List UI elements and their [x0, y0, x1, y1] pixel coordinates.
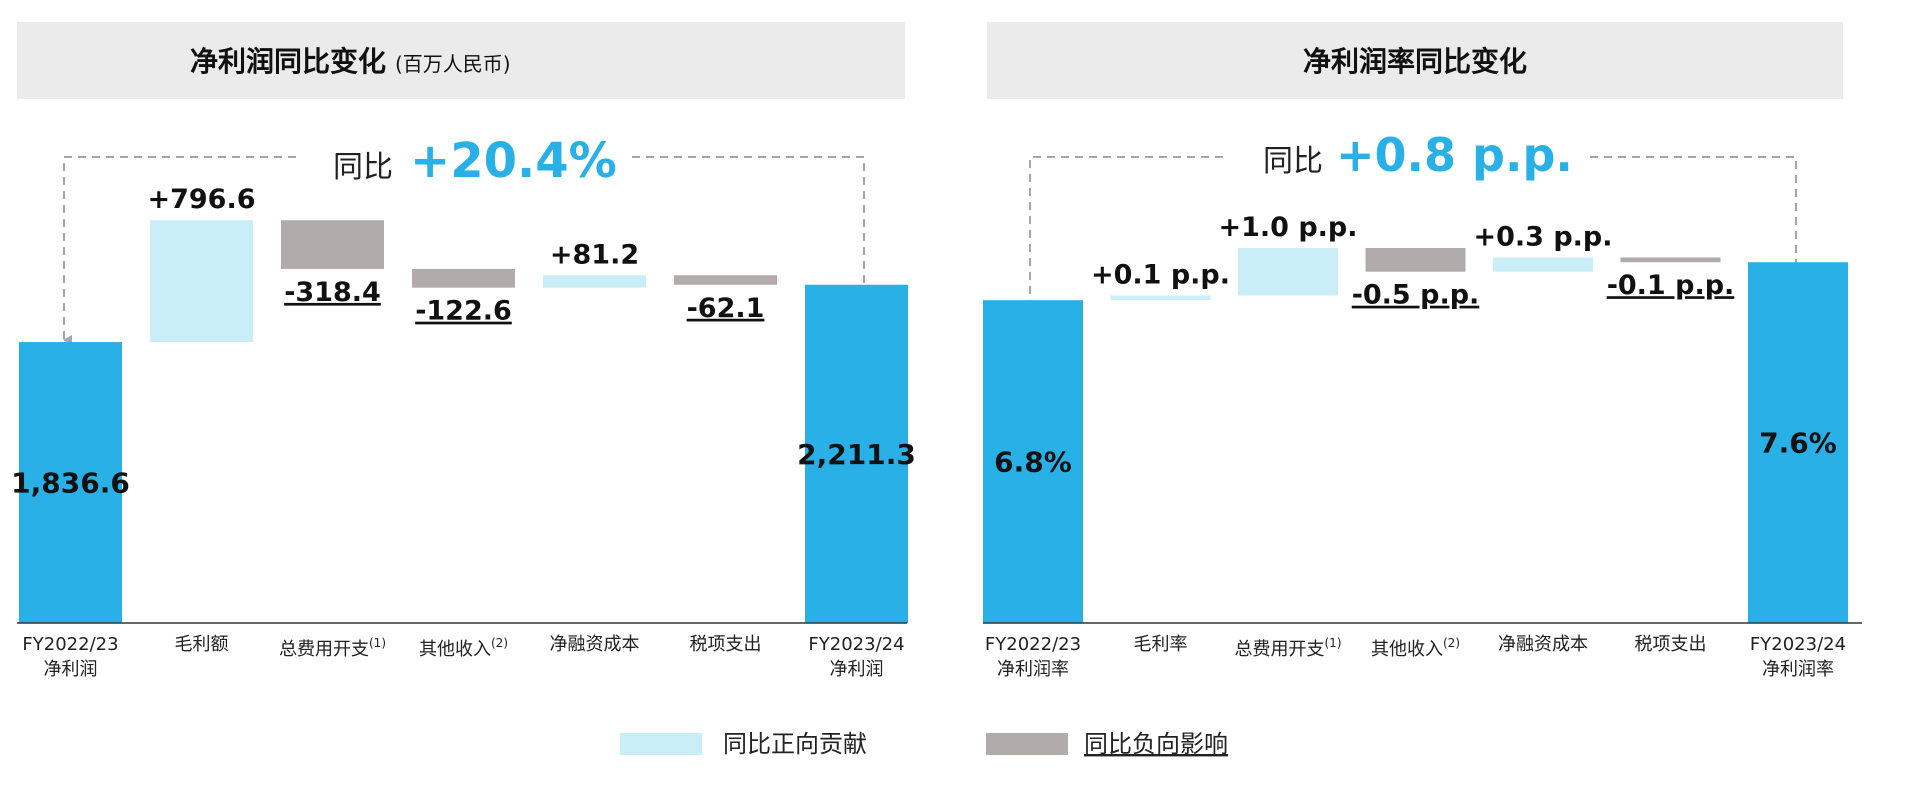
panel1-value-label-0: 1,836.6: [11, 467, 130, 500]
panel1-title-unit: (百万人民币): [395, 52, 511, 76]
panel2-category-label-0-line-0: FY2022/23: [985, 634, 1081, 655]
panel1-bar-5: [674, 275, 777, 285]
panel1-value-label-6: 2,211.3: [797, 438, 916, 471]
panel1-title: 净利润同比变化: [190, 45, 386, 78]
panel1-bar-0: [19, 342, 122, 623]
panel2-value-label-6: 7.6%: [1759, 427, 1837, 460]
panel2-value-label-3: -0.5 p.p.: [1352, 280, 1480, 311]
panel1-category-label-6-line-0: FY2023/24: [808, 634, 904, 655]
panel2-bar-5: [1620, 257, 1721, 263]
panel2-category-label-6-line-1: 净利润率: [1762, 659, 1834, 680]
panel1-yoy-connector-left: [63, 156, 296, 345]
panel2-bar-6: [1748, 262, 1848, 623]
panel2-category-label-3: 其他收入(2): [1371, 636, 1460, 660]
panel1-category-label-0-line-0: FY2022/23: [22, 634, 118, 655]
legend-positive-label: 同比正向贡献: [723, 730, 867, 758]
panel2-bar-2: [1238, 247, 1338, 296]
panel2-yoy-connector-right: [1590, 156, 1804, 283]
panel2-value-label-2: +1.0 p.p.: [1218, 212, 1357, 243]
panel1-waterfall: 1,836.6 FY2022/23 净利润 +796.6 毛利额 -318.4 总费用开支(…: [11, 184, 916, 680]
panel1-bar-3: [412, 268, 515, 288]
panel2-bar-1: [1110, 295, 1211, 301]
panel2-category-label-2: 总费用开支(1): [1235, 636, 1342, 660]
panel1-category-label-3: 其他收入(2): [419, 636, 508, 660]
panel2-bar-0: [983, 300, 1083, 623]
panel2-category-label-6-line-0: FY2023/24: [1750, 634, 1846, 655]
panel1-category-label-4-line-0: 净融资成本: [550, 634, 640, 655]
panel2-value-label-4: +0.3 p.p.: [1473, 221, 1612, 252]
panel2-header-bg: [987, 22, 1843, 99]
panel1-bar-1: [150, 220, 253, 343]
panel1-category-label-2: 总费用开支(1): [279, 636, 386, 660]
panel1-category-label-5-line-0: 税项支出: [690, 634, 762, 655]
panel1-category-label-0-line-1: 净利润: [44, 659, 98, 680]
panel2-bar-4: [1493, 257, 1593, 272]
legend-negative-swatch: [986, 733, 1068, 755]
panel1-value-label-4: +81.2: [550, 239, 639, 270]
panel2-yoy-value: +0.8 p.p.: [1336, 128, 1573, 182]
panel1-value-label-2: -318.4: [284, 277, 381, 308]
panel1-value-label-1: +796.6: [147, 184, 255, 215]
panel1-category-label-6-line-1: 净利润: [830, 659, 884, 680]
panel1-yoy-prefix: 同比: [333, 150, 393, 185]
panel2-yoy-prefix: 同比: [1263, 144, 1323, 179]
panel1-value-label-3: -122.6: [415, 296, 512, 327]
panel2-category-label-4-line-0: 净融资成本: [1498, 634, 1588, 655]
panel2-category-label-0-line-1: 净利润率: [997, 659, 1069, 680]
panel1-header-bg: [17, 22, 905, 99]
panel2-value-label-0: 6.8%: [994, 446, 1072, 479]
panel1-yoy-connector-right: [632, 156, 872, 298]
legend-negative-label: 同比负向影响: [1084, 730, 1228, 758]
panel1-bar-4: [543, 275, 646, 288]
panel1-category-label-1-line-0: 毛利额: [175, 634, 229, 655]
legend-positive-swatch: [620, 733, 702, 755]
panel2-category-label-5-line-0: 税项支出: [1635, 634, 1707, 655]
panel2-bar-3: [1365, 247, 1466, 272]
panel1-yoy-value: +20.4%: [410, 133, 617, 189]
panel2-value-label-1: +0.1 p.p.: [1091, 259, 1230, 290]
panel2-category-label-1-line-0: 毛利率: [1134, 634, 1188, 655]
panel1-bar-2: [281, 220, 384, 269]
panel1-value-label-5: -62.1: [687, 293, 765, 324]
panel2-title: 净利润率同比变化: [1303, 45, 1527, 78]
panel1-bar-6: [805, 284, 908, 623]
panel2-waterfall: 6.8% FY2022/23 净利润率 +0.1 p.p. 毛利率 +1.0 p.p. 总费…: [983, 212, 1862, 680]
panel2-value-label-5: -0.1 p.p.: [1607, 270, 1735, 301]
